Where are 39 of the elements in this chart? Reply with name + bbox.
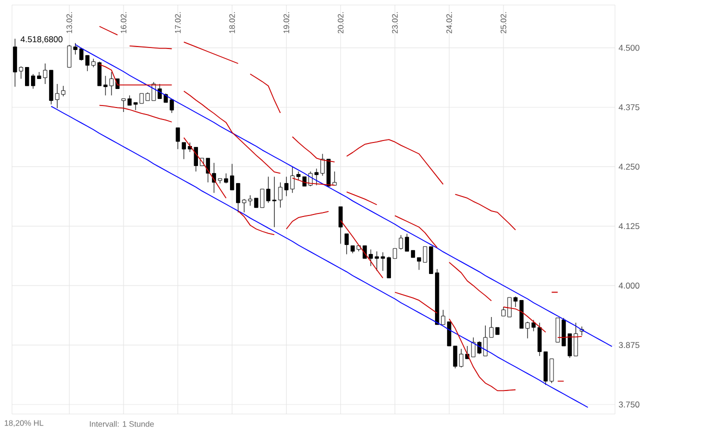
- y-tick-label: 3.875: [618, 342, 640, 348]
- candlestick: [422, 246, 428, 263]
- candlestick: [507, 297, 512, 318]
- candlestick: [296, 171, 300, 181]
- candlestick: [513, 296, 518, 308]
- y-tick-label: 4.500: [618, 44, 640, 51]
- candlestick: [392, 248, 397, 259]
- candlestick: [344, 233, 349, 255]
- candlestick: [404, 233, 410, 252]
- candlestick: [489, 316, 494, 338]
- y-tick-label: 3.750: [618, 402, 640, 408]
- candlestick: [230, 164, 234, 190]
- candlestick: [128, 95, 132, 106]
- candlestick: [320, 154, 325, 176]
- candlestick: [416, 257, 422, 270]
- candlestick: [218, 178, 222, 184]
- candlestick: [182, 142, 186, 160]
- candlestick: [332, 171, 337, 186]
- annotation: 4.518,6800: [20, 36, 62, 44]
- candlestick: [501, 306, 506, 316]
- y-tick-label: 4.000: [618, 282, 640, 289]
- candlestick: [532, 320, 536, 332]
- candlestick: [224, 173, 228, 184]
- candlestick: [103, 76, 108, 96]
- candlestick: [25, 67, 30, 86]
- y-tick-label: 4.250: [618, 164, 640, 170]
- candlestick: [398, 234, 403, 250]
- candlestick: [176, 127, 180, 150]
- candlestick: [314, 168, 319, 186]
- y-tick-label: 4.125: [618, 223, 640, 230]
- candlestick: [18, 66, 24, 80]
- candlestick: [109, 72, 114, 96]
- candlestick: [97, 61, 102, 86]
- candlestick: [290, 166, 294, 194]
- candlestick: [338, 206, 343, 244]
- y-tick-label: 4.375: [618, 104, 640, 110]
- candlestick: [121, 98, 126, 112]
- candlestick: [31, 74, 36, 90]
- candlestick: [526, 321, 530, 339]
